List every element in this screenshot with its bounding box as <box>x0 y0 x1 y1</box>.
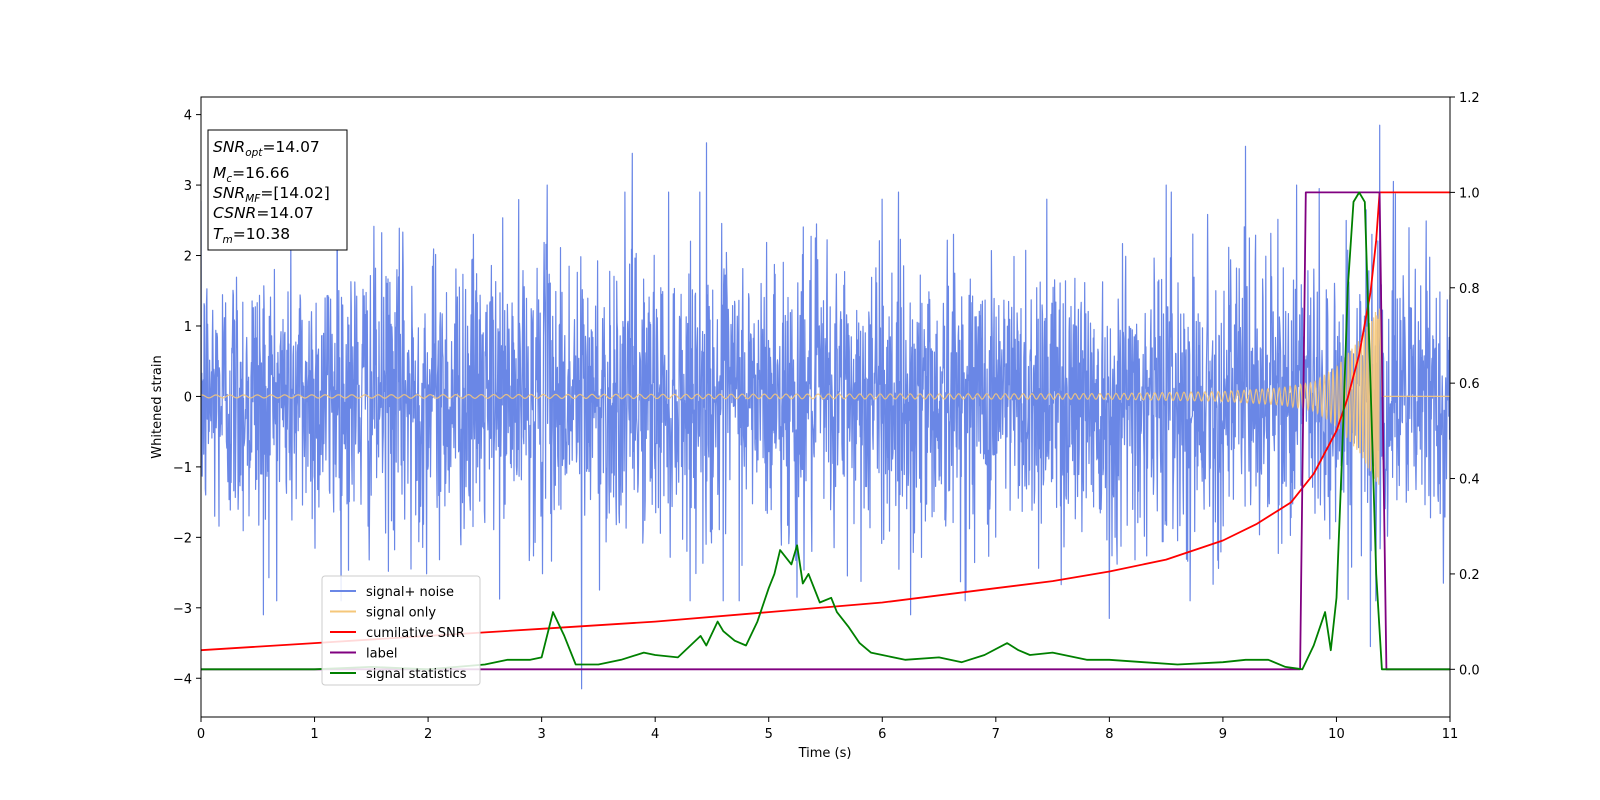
y-tick-label: −3 <box>173 602 192 617</box>
y-tick-label: 3 <box>184 179 192 194</box>
y-tick-label: 2 <box>184 250 192 265</box>
y2-tick-label: 0.2 <box>1459 568 1480 583</box>
x-tick-label: 6 <box>878 727 886 742</box>
x-tick-label: 7 <box>992 727 1000 742</box>
annotation-line: Tm=10.38 <box>213 225 290 246</box>
y2-tick-label: 1.0 <box>1459 186 1480 201</box>
x-axis-ticks: 0 1 2 3 4 5 6 7 8 9 10 11 <box>197 717 1458 742</box>
legend-label: label <box>366 647 397 662</box>
x-tick-label: 3 <box>537 727 545 742</box>
legend: signal+ noise signal only cumilative SNR la… <box>321 575 481 686</box>
series-group <box>201 124 1450 690</box>
series-cumilative-snr-line <box>201 191 1450 652</box>
y2-tick-label: 0.6 <box>1459 377 1480 392</box>
x-tick-label: 9 <box>1219 727 1227 742</box>
y-axis-ticks: 4 3 2 1 0 −1 −2 −3 −4 <box>173 109 201 687</box>
x-axis-label: Time (s) <box>798 746 852 761</box>
x-tick-label: 0 <box>197 727 205 742</box>
y-tick-label: −2 <box>173 531 192 546</box>
legend-items: signal+ noise signal only cumilative SNR la… <box>330 585 467 682</box>
x-tick-label: 5 <box>765 727 773 742</box>
y-tick-label: −4 <box>173 672 192 687</box>
y2-tick-label: 0.4 <box>1459 473 1480 488</box>
legend-label: cumilative SNR <box>366 626 465 641</box>
series-signal-statistics-line <box>201 191 1450 671</box>
y2-tick-label: 1.2 <box>1459 91 1480 106</box>
y2-axis-ticks: 1.2 1.0 0.8 0.6 0.4 0.2 0.0 <box>1450 91 1480 678</box>
y-tick-label: 1 <box>184 320 192 335</box>
annotation-line: SNRMF=[14.02] <box>213 184 330 205</box>
y2-tick-label: 0.0 <box>1459 663 1480 678</box>
x-tick-label: 8 <box>1105 727 1113 742</box>
series-signal-noise-line <box>201 124 1450 690</box>
legend-label: signal only <box>366 606 436 621</box>
plot-area <box>201 124 1450 690</box>
legend-label: signal statistics <box>366 667 467 682</box>
series-signal-only-line <box>201 307 1450 485</box>
y-tick-label: 4 <box>184 109 192 124</box>
annotation-line: SNRopt=14.07 <box>213 138 320 159</box>
y-tick-label: −1 <box>173 461 192 476</box>
axes-frame <box>200 96 1451 718</box>
x-tick-label: 11 <box>1442 727 1459 742</box>
y2-tick-label: 0.8 <box>1459 282 1480 297</box>
annotation-line: Mc=16.66 <box>213 164 290 185</box>
y-axis-label: Whitened strain <box>150 355 165 458</box>
x-tick-label: 4 <box>651 727 659 742</box>
x-tick-label: 2 <box>424 727 432 742</box>
x-tick-label: 1 <box>310 727 318 742</box>
legend-label: signal+ noise <box>366 585 454 600</box>
annotation-line: CSNR=14.07 <box>213 204 314 222</box>
y-tick-label: 0 <box>184 390 192 405</box>
x-tick-label: 10 <box>1328 727 1345 742</box>
annotation-box: SNRopt=14.07 Mc=16.66 SNRMF=[14.02] CSNR… <box>207 129 348 251</box>
